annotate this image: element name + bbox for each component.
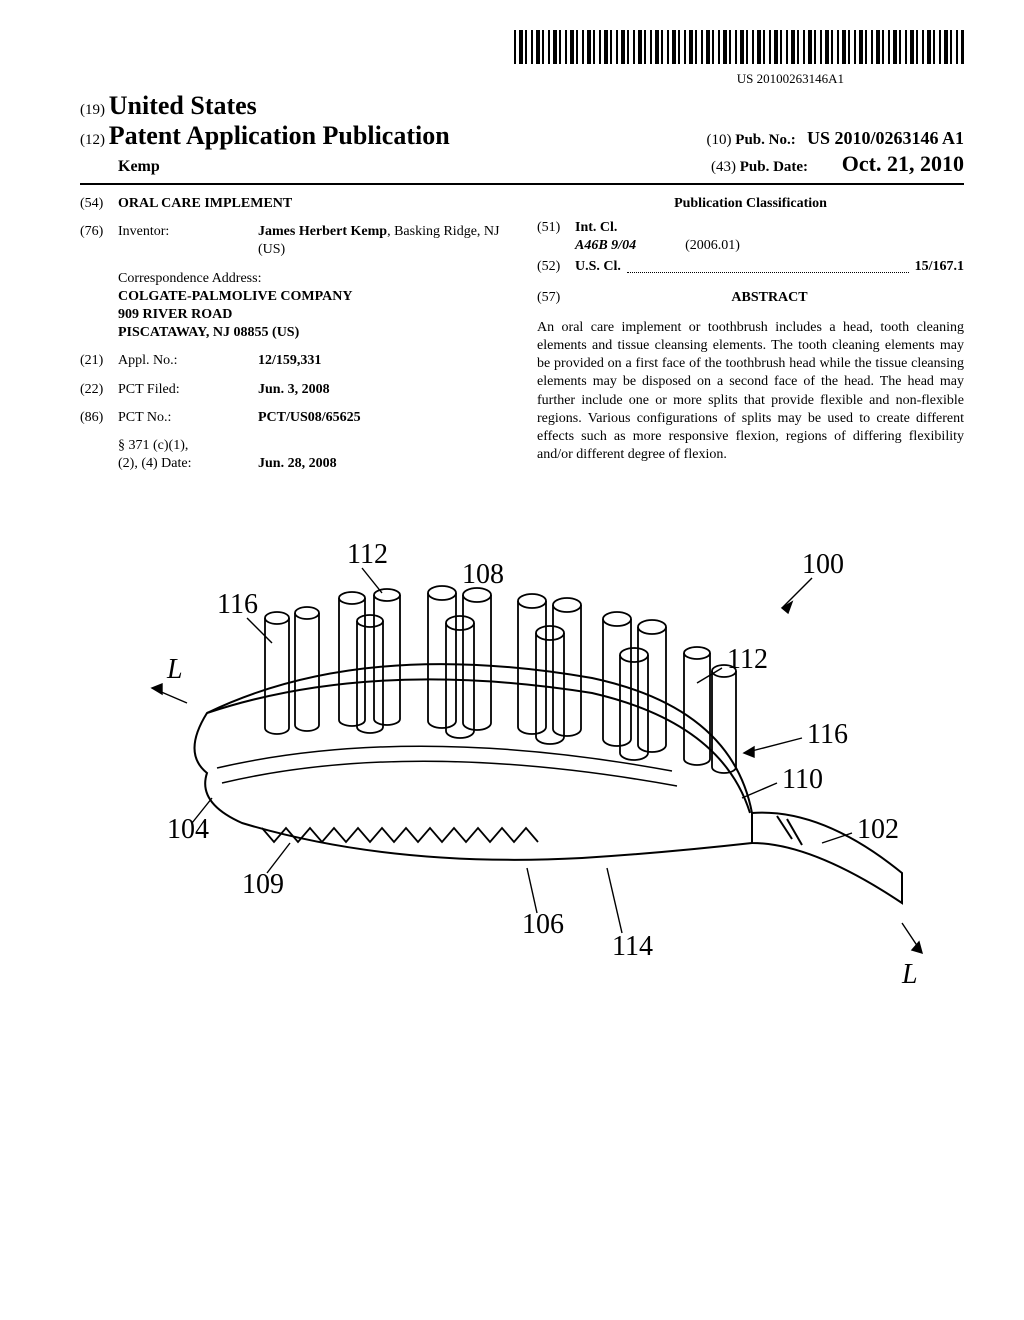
inventor-label: Inventor: xyxy=(118,223,258,259)
fig-label-106: 106 xyxy=(522,909,564,940)
abstract-text: An oral care implement or toothbrush inc… xyxy=(537,319,964,465)
corr-line1: COLGATE-PALMOLIVE COMPANY xyxy=(118,289,353,304)
barcode-number: US 20100263146A1 xyxy=(80,71,964,87)
s371-label1: § 371 (c)(1), xyxy=(118,437,258,455)
barcode-region xyxy=(80,30,964,69)
uscl-code: (52) xyxy=(537,258,575,277)
pct-no-label: PCT No.: xyxy=(118,409,258,427)
uscl-val: 15/167.1 xyxy=(915,258,964,276)
country: United States xyxy=(109,91,257,120)
fig-label-114: 114 xyxy=(612,931,653,962)
doc-type: Patent Application Publication xyxy=(109,121,450,150)
corr-line3: PISCATAWAY, NJ 08855 (US) xyxy=(118,325,299,340)
header: (19) United States (12) Patent Applicati… xyxy=(80,91,964,177)
fig-label-108: 108 xyxy=(462,559,504,590)
inventor-name: James Herbert Kemp xyxy=(258,224,387,239)
inventor-header: Kemp xyxy=(80,158,160,176)
corr-label: Correspondence Address: xyxy=(118,270,507,288)
pub-date-label: Pub. Date: xyxy=(740,159,808,175)
fig-label-110: 110 xyxy=(782,764,823,795)
pct-no: PCT/US08/65625 xyxy=(258,410,361,425)
fig-label-116b: 116 xyxy=(807,719,848,750)
left-column: (54) ORAL CARE IMPLEMENT (76) Inventor: … xyxy=(80,195,507,483)
dot-leader xyxy=(627,258,909,273)
intcl-date: (2006.01) xyxy=(685,238,740,253)
title-code: (54) xyxy=(80,195,118,213)
intcl-label: Int. Cl. xyxy=(575,220,617,235)
pub-class-title: Publication Classification xyxy=(537,195,964,213)
barcode-icon xyxy=(514,30,964,64)
fig-label-L2: L xyxy=(901,959,918,990)
right-column: Publication Classification (51) Int. Cl.… xyxy=(537,195,964,483)
pub-no-label: Pub. No.: xyxy=(735,132,795,148)
fig-label-109: 109 xyxy=(242,869,284,900)
fig-label-L1: L xyxy=(166,654,183,685)
intcl-code: (51) xyxy=(537,219,575,255)
s371-label2: (2), (4) Date: xyxy=(118,455,258,473)
fig-label-102: 102 xyxy=(857,814,899,845)
fig-label-100: 100 xyxy=(802,549,844,580)
divider-thick xyxy=(80,183,964,185)
uscl-label: U.S. Cl. xyxy=(575,258,621,276)
code-12: (12) xyxy=(80,132,105,148)
toothbrush-drawing-icon: 112 116 L 104 109 108 106 114 100 112 11… xyxy=(112,523,932,1063)
intcl-class: A46B 9/04 xyxy=(575,238,636,253)
appl-no: 12/159,331 xyxy=(258,353,321,368)
abstract-label: ABSTRACT xyxy=(575,289,964,307)
patent-figure: 112 116 L 104 109 108 106 114 100 112 11… xyxy=(80,523,964,1068)
corr-line2: 909 RIVER ROAD xyxy=(118,307,232,322)
pct-filed: Jun. 3, 2008 xyxy=(258,382,330,397)
title: ORAL CARE IMPLEMENT xyxy=(118,196,292,211)
code-19: (19) xyxy=(80,102,105,118)
s371-date: Jun. 28, 2008 xyxy=(258,456,337,471)
fig-label-112a: 112 xyxy=(347,539,388,570)
pct-filed-label: PCT Filed: xyxy=(118,381,258,399)
pub-date: Oct. 21, 2010 xyxy=(842,151,964,176)
appl-label: Appl. No.: xyxy=(118,352,258,370)
inventor-code: (76) xyxy=(80,223,118,259)
code-43: (43) xyxy=(711,159,736,175)
code-10: (10) xyxy=(707,132,732,148)
pub-no: US 2010/0263146 A1 xyxy=(807,128,964,148)
abstract-code: (57) xyxy=(537,289,575,313)
pct-no-code: (86) xyxy=(80,409,118,427)
fig-label-104: 104 xyxy=(167,814,209,845)
fig-label-116a: 116 xyxy=(217,589,258,620)
appl-code: (21) xyxy=(80,352,118,370)
fig-label-112b: 112 xyxy=(727,644,768,675)
pct-filed-code: (22) xyxy=(80,381,118,399)
